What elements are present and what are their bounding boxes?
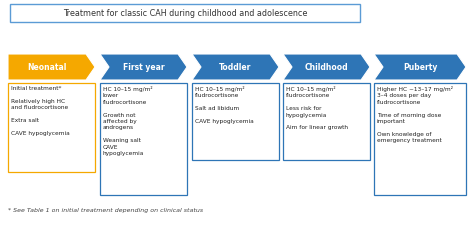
Text: * See Table 1 on initial treatment depending on clinical status: * See Table 1 on initial treatment depen… <box>8 208 203 213</box>
FancyBboxPatch shape <box>374 83 466 195</box>
Text: Childhood: Childhood <box>305 63 348 71</box>
Text: First year: First year <box>123 63 164 71</box>
Text: Puberty: Puberty <box>403 63 437 71</box>
Text: Toddler: Toddler <box>219 63 252 71</box>
Text: HC 10–15 mg/m²
fludrocortisone

Less risk for
hypoglycemia

Aim for linear growt: HC 10–15 mg/m² fludrocortisone Less risk… <box>286 86 348 130</box>
FancyBboxPatch shape <box>8 83 95 172</box>
Text: Initial treatment*

Relatively high HC
and fludrocortisone

Extra salt

CAVE hyp: Initial treatment* Relatively high HC an… <box>11 86 70 136</box>
Polygon shape <box>283 54 370 80</box>
Text: HC 10–15 mg/m²
fludrocortisone

Salt ad libidum

CAVE hypoglycemia: HC 10–15 mg/m² fludrocortisone Salt ad l… <box>195 86 254 124</box>
FancyBboxPatch shape <box>283 83 370 160</box>
Polygon shape <box>8 54 95 80</box>
Polygon shape <box>100 54 187 80</box>
FancyBboxPatch shape <box>192 83 279 160</box>
Text: Neonatal: Neonatal <box>27 63 67 71</box>
Text: Treatment for classic CAH during childhood and adolescence: Treatment for classic CAH during childho… <box>63 9 307 17</box>
FancyBboxPatch shape <box>10 4 360 22</box>
FancyBboxPatch shape <box>100 83 187 195</box>
Polygon shape <box>192 54 279 80</box>
Text: Higher HC ~13–17 mg/m²
3–4 doses per day
fludrocortisone

Time of morning dose
i: Higher HC ~13–17 mg/m² 3–4 doses per day… <box>377 86 453 143</box>
Text: HC 10–15 mg/m²
lower
fludrocortisone

Growth not
affected by
androgens

Weaning : HC 10–15 mg/m² lower fludrocortisone Gro… <box>103 86 153 156</box>
Polygon shape <box>374 54 466 80</box>
